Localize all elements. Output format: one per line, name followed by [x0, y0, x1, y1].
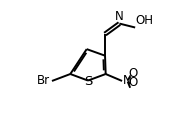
Text: OH: OH: [136, 14, 154, 27]
Text: N: N: [115, 10, 124, 23]
Text: O: O: [129, 67, 138, 80]
Text: O: O: [129, 77, 138, 89]
Text: S: S: [84, 75, 92, 88]
Text: Br: Br: [37, 74, 50, 88]
Text: N: N: [123, 74, 131, 88]
